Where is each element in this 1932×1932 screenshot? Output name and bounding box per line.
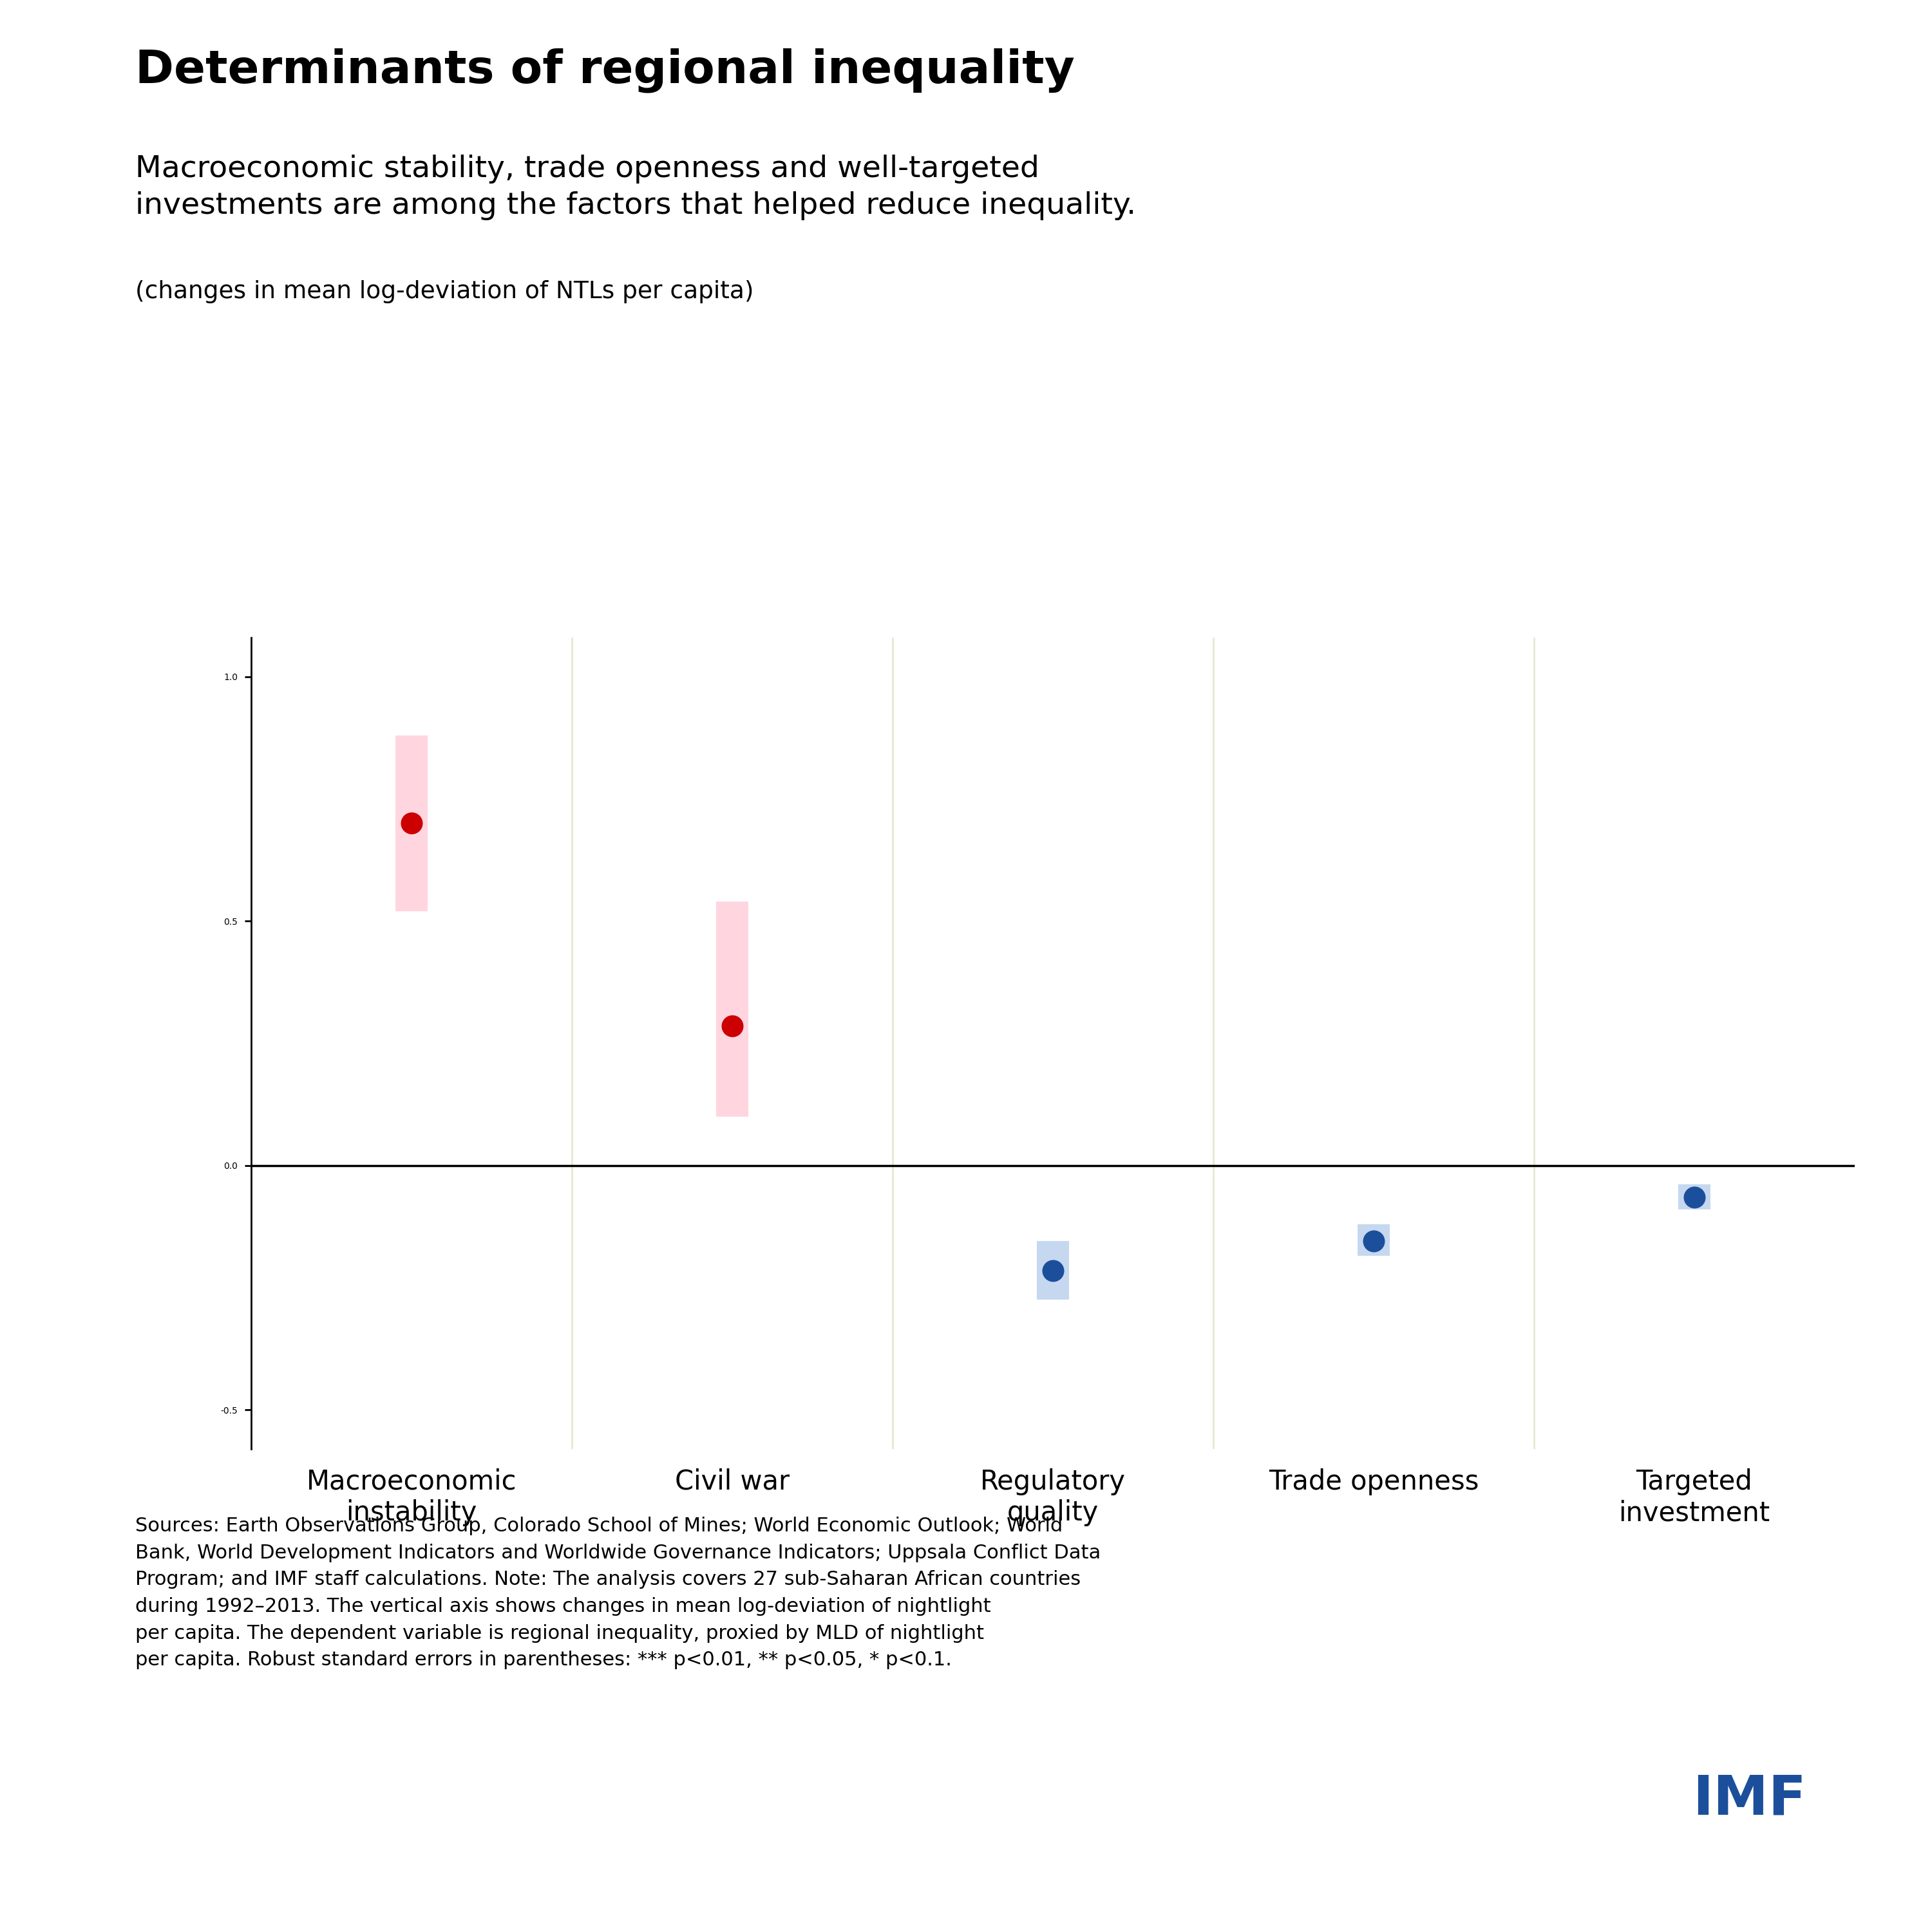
Text: Sources: Earth Observations Group, Colorado School of Mines; World Economic Outl: Sources: Earth Observations Group, Color… — [135, 1517, 1101, 1669]
Point — [1358, 1225, 1389, 1256]
Point — [1037, 1256, 1068, 1287]
Bar — [396, 736, 427, 912]
Text: Determinants of regional inequality: Determinants of regional inequality — [135, 48, 1074, 93]
Bar — [1037, 1240, 1068, 1300]
Point — [717, 1010, 748, 1041]
Bar — [1358, 1225, 1389, 1256]
Text: (changes in mean log-deviation of NTLs per capita): (changes in mean log-deviation of NTLs p… — [135, 280, 753, 303]
Text: Macroeconomic stability, trade openness and well-targeted
investments are among : Macroeconomic stability, trade openness … — [135, 155, 1136, 220]
Bar — [717, 902, 748, 1117]
Text: IMF: IMF — [1692, 1772, 1806, 1826]
Point — [396, 808, 427, 838]
Point — [1679, 1182, 1710, 1213]
Bar — [1679, 1184, 1710, 1209]
